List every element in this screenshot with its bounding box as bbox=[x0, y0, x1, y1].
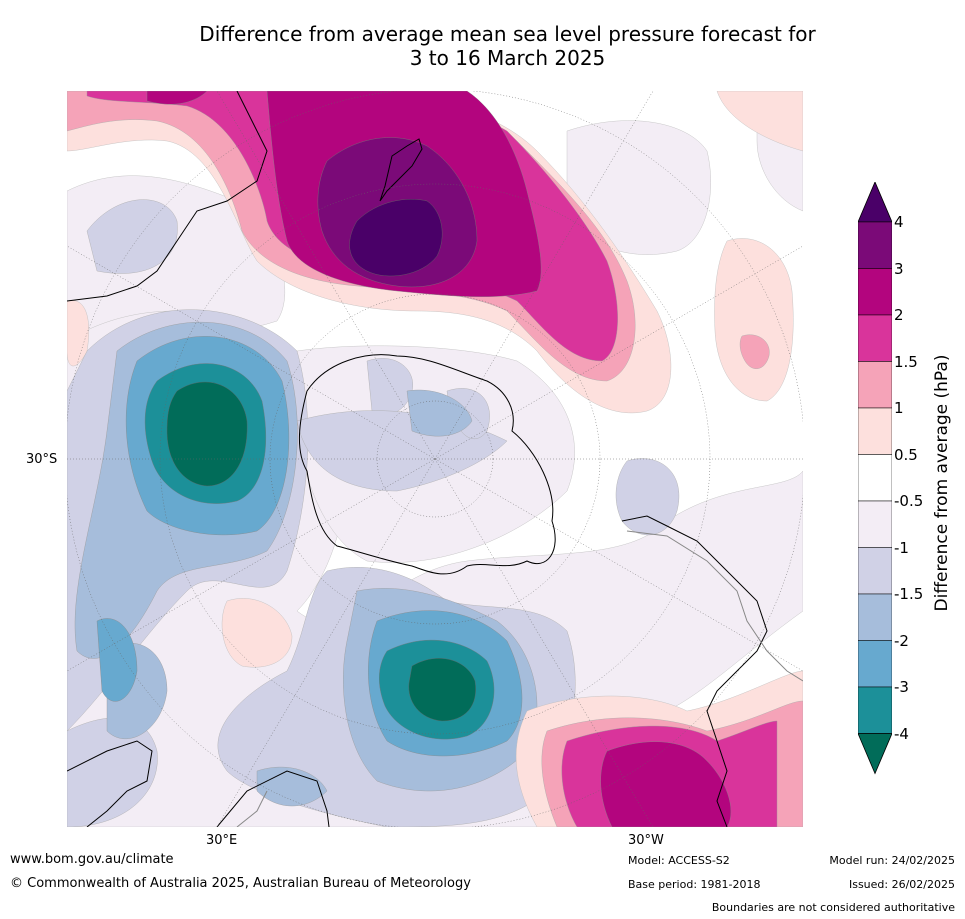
lat-label-30s: 30°S bbox=[26, 452, 58, 467]
colorbar-segment bbox=[858, 500, 892, 548]
colorbar-tick-label: 3 bbox=[894, 259, 904, 278]
colorbar-tick-label: -3 bbox=[894, 678, 909, 696]
chart-title-line1: Difference from average mean sea level p… bbox=[199, 22, 816, 46]
africa-coastline bbox=[67, 740, 153, 827]
southern-africa-coast bbox=[216, 770, 330, 827]
country-borders bbox=[236, 530, 803, 827]
new-zealand-coastline bbox=[379, 138, 423, 202]
colorbar-segment bbox=[858, 221, 892, 269]
website-link[interactable]: www.bom.gov.au/climate bbox=[10, 852, 174, 867]
chart-title-line2: 3 to 16 March 2025 bbox=[409, 46, 606, 70]
copyright-text: © Commonwealth of Australia 2025, Austra… bbox=[10, 876, 471, 891]
colorbar-tick-label: -4 bbox=[894, 724, 909, 743]
pressure-anomaly-map bbox=[67, 91, 803, 827]
colorbar-tick-label: 1 bbox=[894, 399, 904, 417]
colorbar-tick-label: 4 bbox=[894, 213, 904, 231]
colorbar-arrow-bottom bbox=[858, 733, 892, 775]
colorbar-tick-label: -1.5 bbox=[894, 585, 924, 603]
colorbar-arrow-top bbox=[858, 182, 892, 223]
base-period-text: Base period: 1981-2018 bbox=[628, 878, 761, 891]
disclaimer-text: Boundaries are not considered authoritat… bbox=[711, 901, 955, 914]
colorbar-segment bbox=[858, 407, 892, 455]
lon-label-30e: 30°E bbox=[206, 833, 238, 848]
colorbar-tick-label: 1.5 bbox=[894, 352, 918, 371]
coastlines bbox=[67, 91, 768, 827]
colorbar-segment bbox=[858, 361, 892, 409]
anomaly-plus-4 bbox=[349, 199, 443, 277]
model-run-text: Model run: 24/02/2025 bbox=[829, 854, 955, 867]
south-america-coastline bbox=[621, 515, 768, 827]
model-text: Model: ACCESS-S2 bbox=[628, 854, 730, 867]
antarctica-coastline bbox=[299, 354, 556, 575]
anomaly-minus-4 bbox=[166, 381, 476, 722]
australia-coastline bbox=[67, 91, 268, 302]
colorbar-tick-label: 2 bbox=[894, 306, 904, 324]
colorbar-segment bbox=[858, 593, 892, 641]
lon-label-30w: 30°W bbox=[628, 833, 664, 848]
colorbar-tick-label: -1 bbox=[894, 538, 909, 557]
colorbar-segment bbox=[858, 268, 892, 316]
colorbar-tick-label: -2 bbox=[894, 631, 909, 650]
colorbar-segment bbox=[858, 454, 892, 502]
colorbar-segment bbox=[858, 640, 892, 688]
colorbar bbox=[858, 182, 892, 775]
colorbar-title: Difference from average (hPa) bbox=[932, 354, 952, 612]
colorbar-tick-label: 0.5 bbox=[894, 445, 918, 464]
graticule bbox=[67, 91, 803, 827]
issued-text: Issued: 26/02/2025 bbox=[848, 878, 955, 891]
colorbar-tick-label: -0.5 bbox=[894, 492, 924, 510]
colorbar-segment bbox=[858, 686, 892, 734]
colorbar-segment bbox=[858, 547, 892, 595]
colorbar-segment bbox=[858, 314, 892, 362]
